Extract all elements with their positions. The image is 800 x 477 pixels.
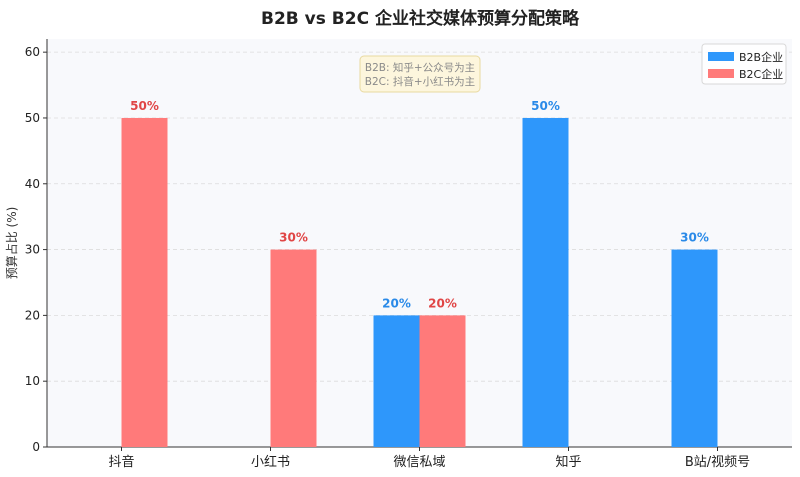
y-tick-label: 50 (25, 111, 40, 125)
legend-label: B2C企业 (739, 67, 783, 81)
legend-label: B2B企业 (739, 50, 783, 64)
y-tick-label: 40 (25, 177, 40, 191)
bar (522, 117, 569, 447)
legend-swatch (708, 52, 734, 61)
y-tick-label: 0 (32, 440, 40, 454)
y-tick-label: 30 (25, 243, 40, 257)
x-tick-label: 小红书 (251, 454, 290, 470)
x-tick-label: 微信私域 (393, 455, 445, 470)
legend-swatch (708, 69, 734, 78)
chart-title: B2B vs B2C 企业社交媒体预算分配策略 (261, 8, 580, 29)
y-tick-label: 10 (25, 374, 40, 388)
y-tick-label: 20 (25, 308, 40, 322)
annotation-text: B2C: 抖音+小红书为主 (365, 75, 475, 88)
plot-area: 0 10 20 30 40 50 60 抖音 50% 小红书 30% 微信私域 20% 20% 知乎 50% B… (25, 39, 792, 470)
bar (373, 315, 420, 447)
data-label: 30% (680, 231, 709, 245)
y-axis-label: 预算占比 (%) (4, 207, 19, 280)
bar (671, 249, 718, 447)
y-tick-label: 60 (25, 45, 40, 59)
annotation-text: B2B: 知乎+公众号为主 (365, 61, 475, 74)
bar (270, 249, 317, 447)
x-tick-label: 抖音 (108, 454, 134, 470)
data-label: 50% (130, 99, 159, 113)
data-label: 50% (531, 99, 560, 113)
bar (419, 315, 466, 447)
annotation-box (359, 55, 481, 93)
data-label: 20% (428, 296, 457, 310)
data-label: 30% (279, 231, 308, 245)
bar (121, 117, 168, 447)
data-label: 20% (382, 296, 411, 310)
x-tick-label: B站/视频号 (685, 455, 750, 470)
x-tick-label: 知乎 (555, 454, 581, 470)
